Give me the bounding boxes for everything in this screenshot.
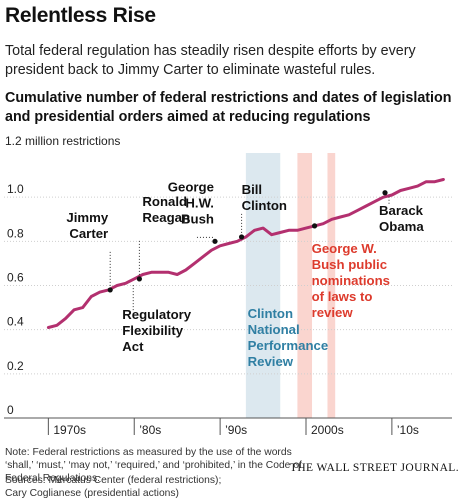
footnote: Note: Federal restrictions as measured b…: [5, 447, 302, 484]
annotation-label-5-line-3: of laws to: [312, 289, 373, 304]
annotation-label-5-line-0: George W.: [312, 241, 377, 256]
annotation-label-0-line-1: Carter: [69, 226, 108, 241]
annotation-label-3-line-1: H.W.: [185, 195, 214, 210]
annotation-dot-4: [238, 234, 245, 240]
y-tick-label: 0.6: [7, 271, 24, 285]
x-tick-label: ’90s: [225, 423, 247, 437]
annotation-dot-0: [107, 287, 113, 293]
annotation-label-6-line-1: Obama: [379, 219, 424, 234]
y-axis-unit-label: 1.2 million restrictions: [5, 134, 121, 148]
annotation-label-5-line-4: review: [312, 305, 354, 320]
annotation-label-2-line-1: Flexibility: [122, 323, 183, 338]
y-tick-label: 0.8: [7, 226, 24, 240]
y-tick-label: 0: [7, 403, 14, 417]
source-line-2: Cary Coglianese (presidential actions): [5, 488, 179, 499]
annotation-label-7-line-1: National: [248, 322, 300, 337]
sources: Sources: Mercatus Center (federal restri…: [5, 474, 305, 500]
annotation-label-3-line-0: George: [168, 179, 214, 194]
annotation-label-1-line-1: Reagan: [142, 210, 190, 225]
annotation-label-2-line-2: Act: [122, 339, 144, 354]
annotation-dot-6: [382, 190, 388, 196]
annotation-label-5-line-2: nominations: [312, 273, 390, 288]
publisher-credit: THE WALL STREET JOURNAL.: [289, 462, 459, 474]
annotation-label-4-line-0: Bill: [242, 182, 263, 197]
annotation-dot-3: [212, 238, 218, 244]
annotation-label-6-line-0: Barack: [379, 203, 424, 218]
x-tick-label: 2000s: [311, 423, 344, 437]
annotation-dot-1: [136, 276, 142, 282]
chart-description: Cumulative number of federal restriction…: [5, 90, 452, 125]
chart-title-heading: Relentless Rise: [5, 4, 156, 27]
annotation-label-7-line-3: Review: [248, 354, 294, 369]
annotation-label-2-line-0: Regulatory: [122, 307, 192, 322]
annotation-label-3-line-2: Bush: [181, 211, 214, 226]
annotation-label-1-line-0: Ronald: [142, 194, 187, 209]
source-line-1: Sources: Mercatus Center (federal restri…: [5, 475, 222, 486]
x-tick-label: ’80s: [139, 423, 161, 437]
annotation-dot-5: [311, 223, 318, 229]
annotation-label-7-line-2: Performance: [248, 338, 329, 353]
annotation-label-0-line-0: Jimmy: [66, 210, 108, 225]
series-line-0: [46, 178, 445, 329]
x-tick-label: 1970s: [53, 423, 86, 437]
y-tick-label: 0.2: [7, 359, 24, 373]
annotation-label-5-line-1: Bush public: [312, 257, 387, 272]
annotation-label-7-line-0: Clinton: [248, 306, 293, 321]
annotation-label-4-line-1: Clinton: [242, 198, 287, 213]
y-tick-label: 1.0: [7, 182, 24, 196]
chart-subtitle: Total federal regulation has steadily ri…: [5, 43, 416, 78]
x-tick-label: ’10s: [397, 423, 419, 437]
y-tick-label: 0.4: [7, 315, 24, 329]
